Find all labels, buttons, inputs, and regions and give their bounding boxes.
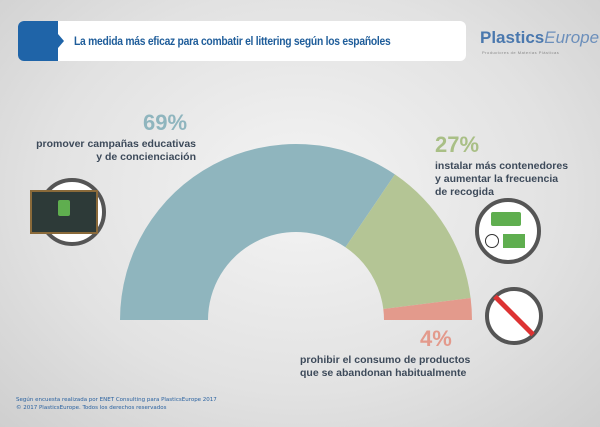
slice-0 — [120, 144, 395, 320]
value-label-1: 27% — [435, 132, 480, 157]
education-icon — [30, 178, 106, 246]
category-label-2: prohibir el consumo de productos que se a… — [300, 354, 471, 379]
plasticseurope-logo: PlasticsEurope Productores de Materias Pl… — [480, 28, 600, 55]
banner-tab — [18, 21, 64, 61]
category-label-1: instalar más contenedores y aumentar la f… — [435, 160, 569, 198]
slice-2 — [383, 297, 472, 320]
source-note: Según encuesta realizada por ENET Consul… — [16, 397, 217, 403]
value-label-2: 4% — [420, 326, 452, 351]
title-banner: La medida más eficaz para combatir el li… — [18, 21, 466, 61]
page-title: La medida más eficaz para combatir el li… — [74, 34, 391, 48]
copyright: © 2017 PlasticsEurope. Todos los derecho… — [16, 405, 167, 411]
containers-truck-icon — [475, 198, 541, 264]
category-label-0: promover campañas educativas y de concien… — [36, 138, 196, 163]
prohibit-icon — [485, 287, 543, 345]
slice-1 — [345, 174, 471, 309]
value-label-0: 69% — [143, 110, 188, 135]
footer: Según encuesta realizada por ENET Consul… — [16, 396, 217, 412]
